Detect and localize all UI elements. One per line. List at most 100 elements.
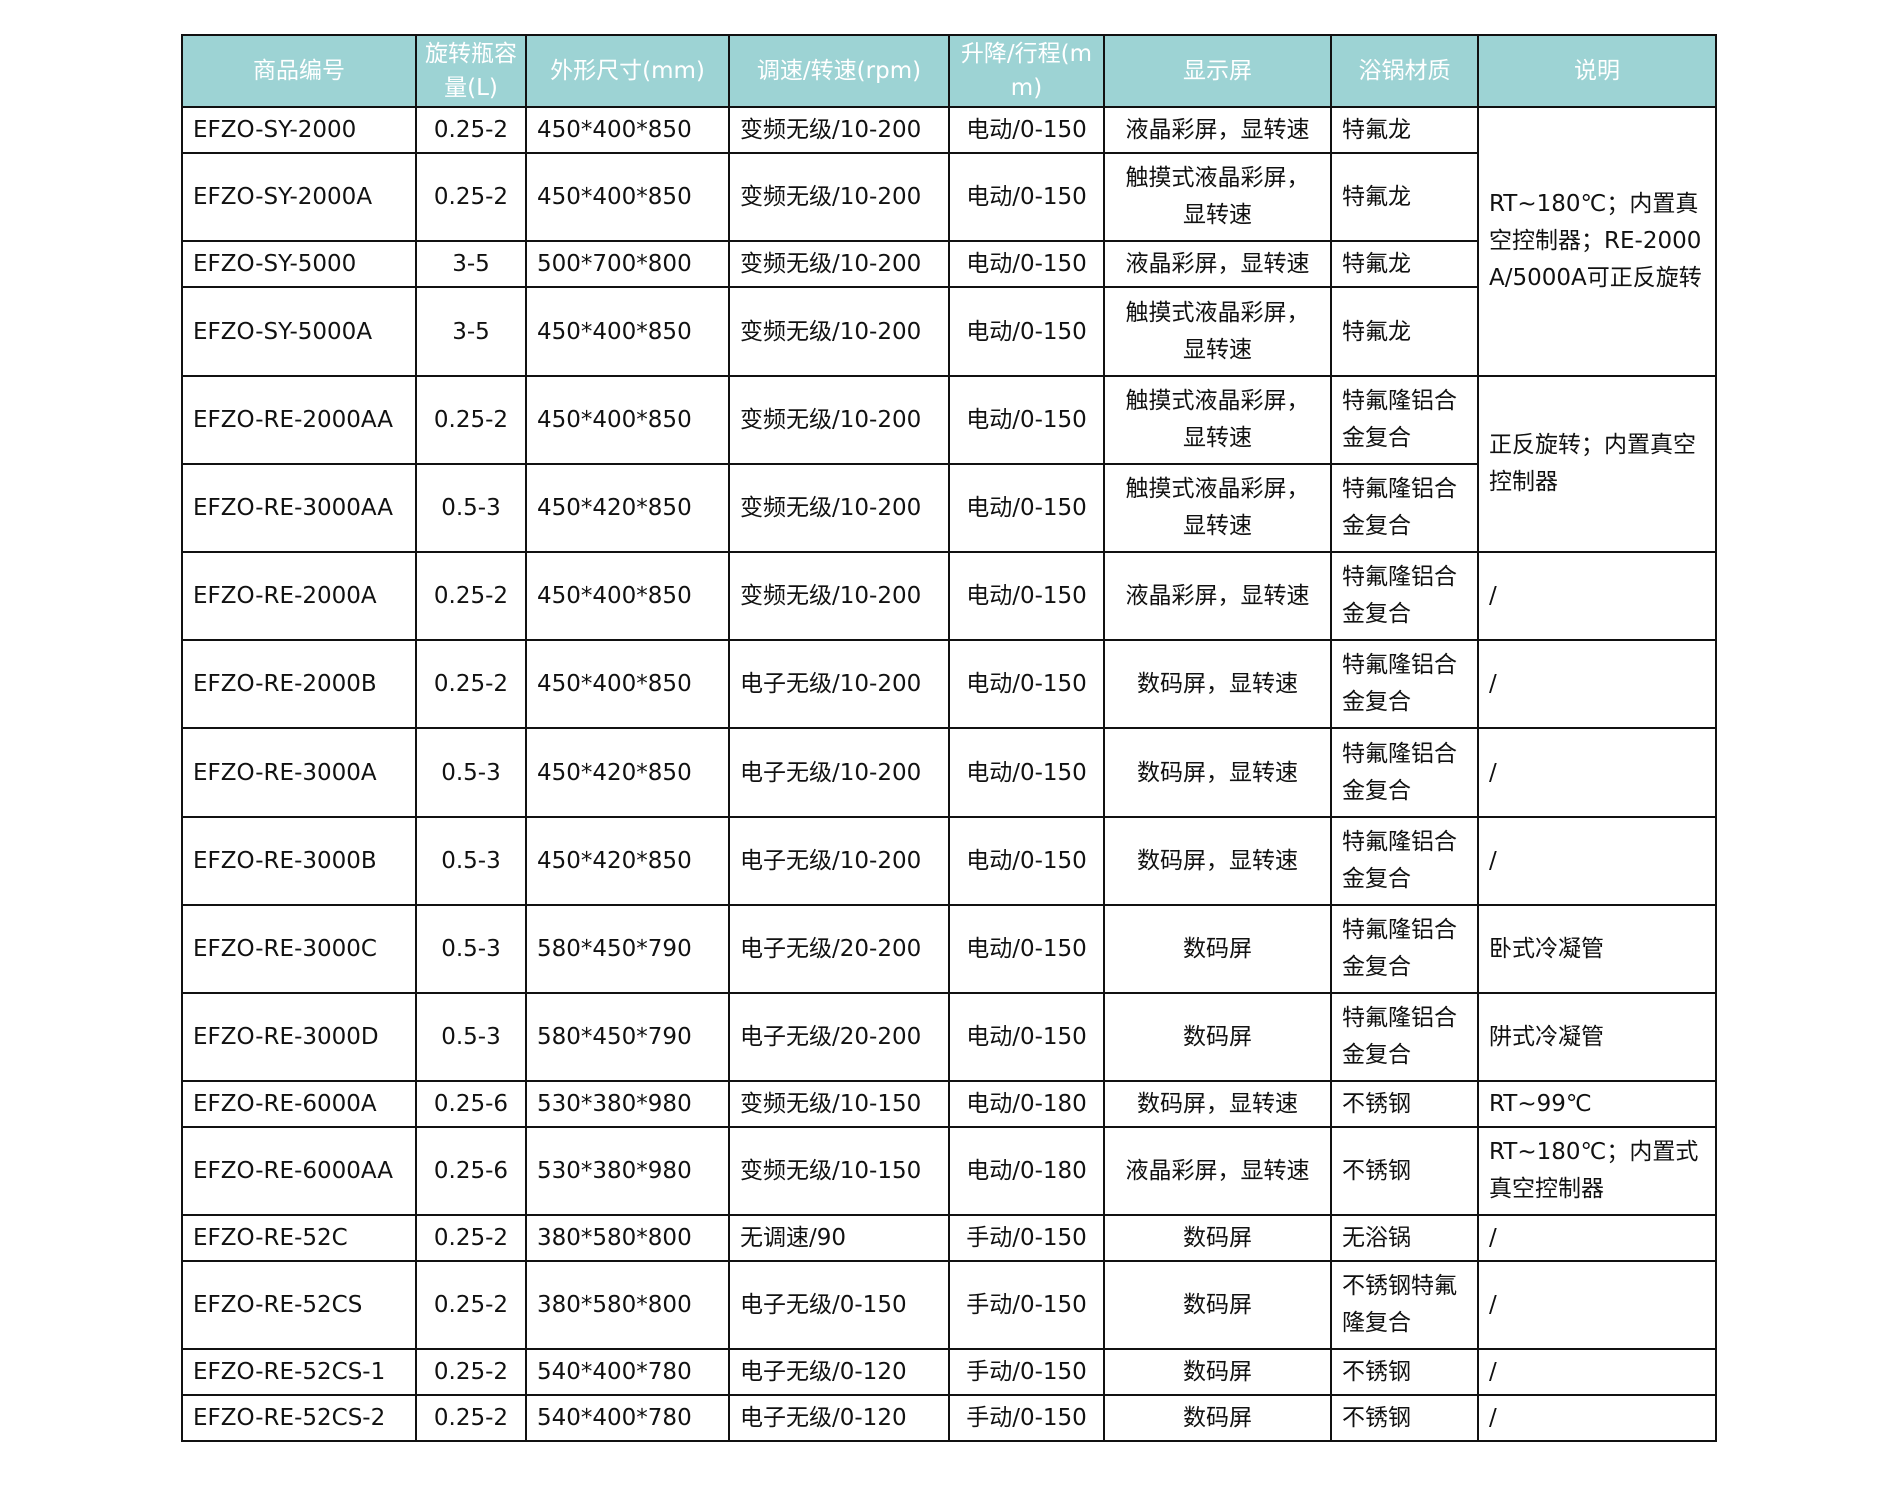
cell-speed: 变频无级/10-200 [728, 375, 950, 465]
cell-lift: 电动/0-180 [948, 1080, 1105, 1128]
cell-capacity: 0.5-3 [415, 727, 527, 818]
cell-model: EFZO-SY-2000A [181, 152, 417, 242]
cell-bath: 特氟隆铝合金复合 [1330, 727, 1479, 818]
cell-bath: 特氟隆铝合金复合 [1330, 551, 1479, 641]
cell-bath: 特氟隆铝合金复合 [1330, 639, 1479, 729]
cell-model: EFZO-RE-3000D [181, 992, 417, 1082]
cell-size: 450*400*850 [525, 286, 730, 377]
cell-capacity: 0.25-6 [415, 1080, 527, 1128]
cell-capacity: 0.5-3 [415, 463, 527, 553]
cell-note: / [1477, 816, 1717, 906]
cell-size: 450*400*850 [525, 152, 730, 242]
cell-capacity: 0.25-2 [415, 106, 527, 154]
product-spec-table: 商品编号 旋转瓶容量(L) 外形尺寸(mm) 调速/转速(rpm) 升降/行程(mm) 显… [181, 34, 1717, 1442]
cell-speed: 电子无级/0-150 [728, 1260, 950, 1350]
cell-capacity: 0.5-3 [415, 904, 527, 994]
cell-speed: 无调速/90 [728, 1214, 950, 1262]
cell-bath: 不锈钢 [1330, 1394, 1479, 1442]
cell-capacity: 0.5-3 [415, 992, 527, 1082]
cell-speed: 电子无级/0-120 [728, 1394, 950, 1442]
table-row: EFZO-SY-5000 3-5 500*700*800 变频无级/10-200 电动/… [181, 240, 1716, 288]
cell-capacity: 0.25-2 [415, 152, 527, 242]
cell-lift: 电动/0-150 [948, 904, 1105, 994]
table-row: EFZO-RE-3000D 0.5-3 580*450*790 电子无级/20-200… [181, 992, 1717, 1082]
cell-display: 触摸式液晶彩屏，显转速 [1103, 152, 1332, 242]
cell-model: EFZO-RE-3000C [181, 904, 417, 994]
cell-capacity: 3-5 [415, 286, 527, 377]
cell-bath: 特氟隆铝合金复合 [1330, 375, 1479, 465]
cell-note: RT~99℃ [1477, 1080, 1717, 1128]
cell-model: EFZO-RE-3000A [181, 727, 417, 818]
cell-lift: 电动/0-150 [948, 727, 1105, 818]
cell-model: EFZO-RE-2000AA [181, 375, 417, 465]
cell-note: / [1477, 1348, 1717, 1396]
header-speed: 调速/转速(rpm) [728, 34, 950, 108]
cell-note: RT~180℃；内置式真空控制器 [1477, 1126, 1717, 1216]
cell-note: / [1477, 551, 1717, 641]
table-row: EFZO-RE-6000AA 0.25-6 530*380*980 变频无级/10-1… [181, 1126, 1717, 1216]
header-model: 商品编号 [181, 34, 417, 108]
cell-speed: 电子无级/0-120 [728, 1348, 950, 1396]
cell-display: 数码屏 [1103, 1394, 1332, 1442]
table-row: EFZO-RE-52CS-2 0.25-2 540*400*780 电子无级/0-12… [181, 1394, 1717, 1442]
cell-lift: 电动/0-150 [948, 639, 1105, 729]
cell-lift: 电动/0-150 [948, 106, 1105, 154]
table-row: EFZO-SY-2000A 0.25-2 450*400*850 变频无级/10-20… [181, 152, 1716, 242]
cell-capacity: 0.25-2 [415, 1394, 527, 1442]
cell-display: 触摸式液晶彩屏，显转速 [1103, 463, 1332, 553]
cell-capacity: 0.25-2 [415, 1260, 527, 1350]
cell-display: 数码屏 [1103, 1260, 1332, 1350]
cell-speed: 变频无级/10-200 [728, 106, 950, 154]
cell-bath: 特氟隆铝合金复合 [1330, 904, 1479, 994]
cell-speed: 电子无级/10-200 [728, 727, 950, 818]
cell-capacity: 3-5 [415, 240, 527, 288]
cell-size: 380*580*800 [525, 1214, 730, 1262]
cell-capacity: 0.25-2 [415, 639, 527, 729]
cell-size: 450*420*850 [525, 727, 730, 818]
cell-display: 数码屏，显转速 [1103, 816, 1332, 906]
cell-size: 530*380*980 [525, 1080, 730, 1128]
cell-bath: 特氟龙 [1330, 152, 1479, 242]
cell-display: 数码屏 [1103, 1214, 1332, 1262]
cell-speed: 电子无级/10-200 [728, 639, 950, 729]
header-note: 说明 [1477, 34, 1717, 108]
cell-model: EFZO-SY-5000A [181, 286, 417, 377]
table-row: EFZO-RE-3000C 0.5-3 580*450*790 电子无级/20-200… [181, 904, 1717, 994]
cell-lift: 电动/0-150 [948, 286, 1105, 377]
header-size: 外形尺寸(mm) [525, 34, 730, 108]
cell-display: 液晶彩屏，显转速 [1103, 551, 1332, 641]
cell-note: / [1477, 639, 1717, 729]
cell-speed: 变频无级/10-200 [728, 463, 950, 553]
cell-model: EFZO-RE-3000B [181, 816, 417, 906]
cell-display: 液晶彩屏，显转速 [1103, 106, 1332, 154]
cell-speed: 变频无级/10-200 [728, 286, 950, 377]
cell-model: EFZO-RE-3000AA [181, 463, 417, 553]
table-row: EFZO-SY-2000 0.25-2 450*400*850 变频无级/10-200… [181, 106, 1717, 377]
table-row: EFZO-RE-3000A 0.5-3 450*420*850 电子无级/10-200… [181, 727, 1717, 818]
header-display: 显示屏 [1103, 34, 1332, 108]
cell-lift: 手动/0-150 [948, 1260, 1105, 1350]
cell-display: 触摸式液晶彩屏，显转速 [1103, 286, 1332, 377]
cell-size: 450*400*850 [525, 639, 730, 729]
cell-capacity: 0.25-6 [415, 1126, 527, 1216]
cell-size: 500*700*800 [525, 240, 730, 288]
cell-bath: 不锈钢 [1330, 1126, 1479, 1216]
cell-model: EFZO-RE-52C [181, 1214, 417, 1262]
table-row: EFZO-RE-6000A 0.25-6 530*380*980 变频无级/10-15… [181, 1080, 1717, 1128]
cell-size: 450*400*850 [525, 551, 730, 641]
cell-model: EFZO-SY-2000 [181, 106, 417, 154]
cell-note: 阱式冷凝管 [1477, 992, 1717, 1082]
cell-size: 450*400*850 [525, 106, 730, 154]
cell-model: EFZO-RE-2000A [181, 551, 417, 641]
cell-display: 数码屏，显转速 [1103, 1080, 1332, 1128]
cell-display: 数码屏，显转速 [1103, 639, 1332, 729]
cell-note: / [1477, 1394, 1717, 1442]
cell-note-merged: RT~180℃；内置真空控制器；RE-2000A/5000A可正反旋转 [1477, 106, 1717, 377]
table-row: EFZO-RE-52C 0.25-2 380*580*800 无调速/90 手动/0-1… [181, 1214, 1717, 1262]
cell-speed: 电子无级/20-200 [728, 992, 950, 1082]
cell-lift: 手动/0-150 [948, 1214, 1105, 1262]
cell-note-merged: 正反旋转；内置真空控制器 [1477, 375, 1717, 553]
cell-note: / [1477, 1214, 1717, 1262]
cell-bath: 特氟隆铝合金复合 [1330, 992, 1479, 1082]
cell-bath: 不锈钢 [1330, 1080, 1479, 1128]
